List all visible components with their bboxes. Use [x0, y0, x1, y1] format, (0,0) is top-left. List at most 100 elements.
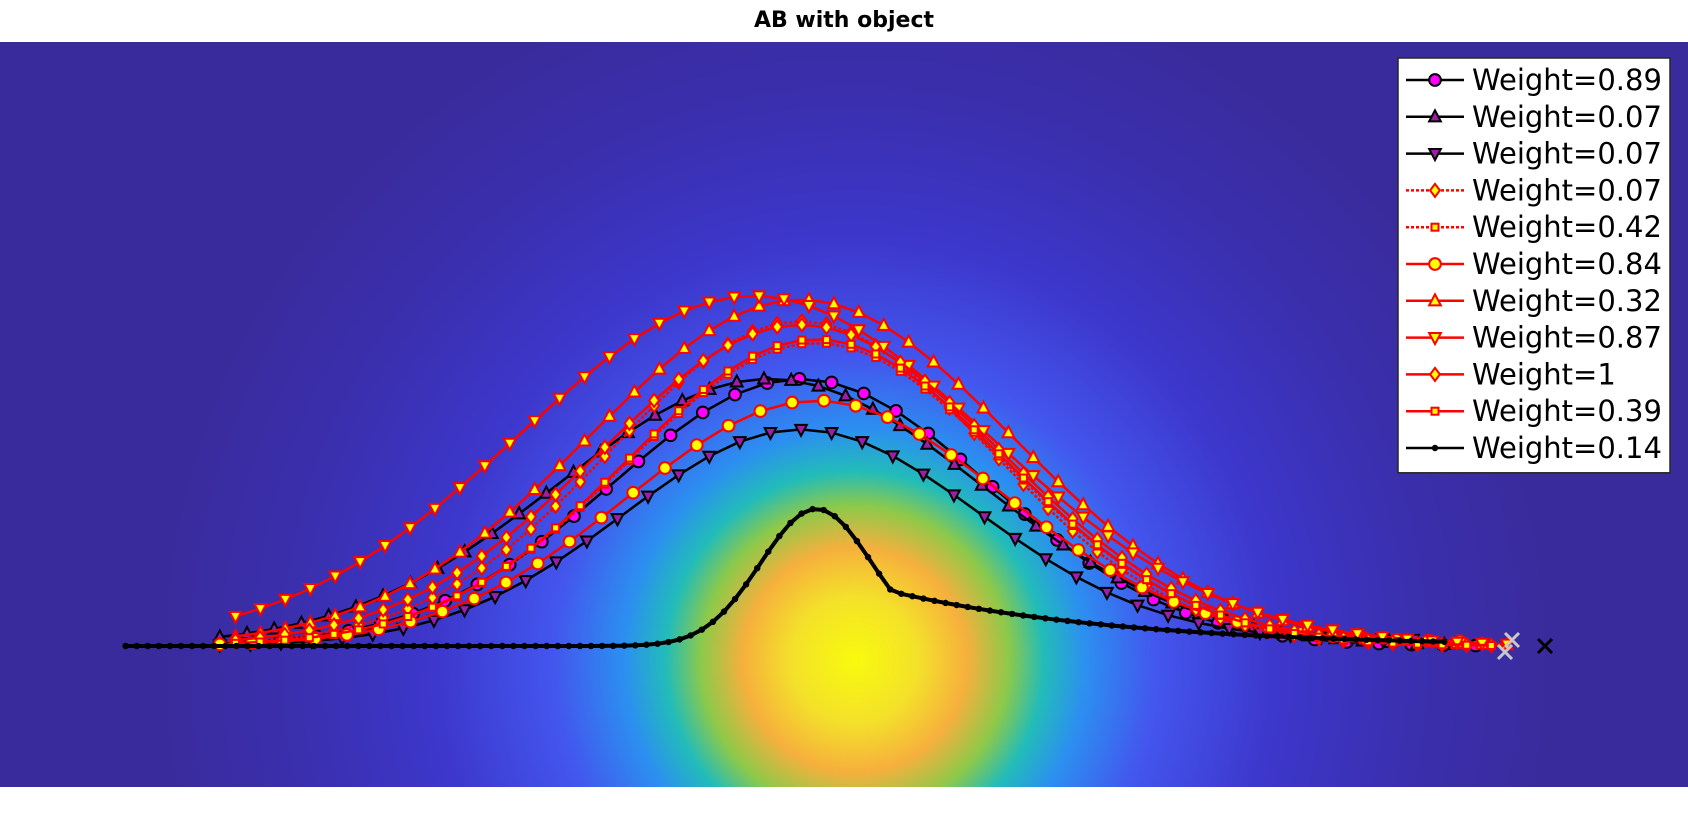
- series-11-point: [687, 632, 694, 639]
- series-3-point: [762, 426, 778, 442]
- series-11-point: [1230, 631, 1237, 638]
- end-cross-2: [1496, 643, 1514, 661]
- series-4-point: [598, 448, 611, 465]
- series-9-point: [771, 318, 784, 336]
- series-11-point: [1396, 637, 1404, 644]
- series-10-point: [674, 406, 684, 416]
- legend-label-1: Weight=0.89: [1472, 63, 1662, 97]
- series-8: [227, 290, 1515, 653]
- series-2-point: [511, 505, 527, 520]
- series-11-point: [1064, 617, 1071, 625]
- series-11-point: [1008, 610, 1016, 618]
- series-3-point: [487, 591, 503, 606]
- series-10-point: [1092, 540, 1102, 550]
- series-11-point: [443, 642, 451, 650]
- series-6-point: [848, 398, 863, 413]
- series-10-point: [403, 612, 413, 622]
- series-11-point: [122, 642, 129, 650]
- series-11-point: [1197, 629, 1204, 636]
- series-11-point: [1175, 627, 1182, 635]
- series-9-point: [746, 325, 759, 343]
- series-11-point: [499, 642, 506, 650]
- series-11-point: [233, 642, 240, 650]
- series-9-point: [697, 352, 710, 369]
- series-8-point: [826, 310, 842, 325]
- series-10-point: [1486, 640, 1496, 650]
- series-3-line: [219, 428, 1413, 647]
- series-10-point: [797, 335, 807, 345]
- series-11-point: [587, 642, 595, 650]
- series-7-point: [427, 560, 443, 575]
- series-8-point: [726, 291, 742, 306]
- series-11-point: [898, 590, 905, 597]
- legend-label-4: Weight=0.07: [1472, 173, 1662, 207]
- series-11-point: [1031, 613, 1038, 621]
- series-8-point: [302, 583, 318, 598]
- series-6-point: [721, 418, 736, 433]
- series-10-point: [920, 381, 930, 391]
- series-6-point: [817, 393, 831, 408]
- end-cross-3: [1503, 631, 1521, 649]
- series-6-point: [912, 427, 927, 441]
- series-11-point: [754, 564, 761, 572]
- series-7-point: [626, 383, 642, 398]
- series-11-point: [1352, 636, 1359, 643]
- series-6-point: [530, 556, 545, 571]
- series-11-point: [931, 597, 938, 605]
- series-6-point: [467, 591, 482, 606]
- series-1-point: [824, 375, 839, 390]
- series-1-point: [695, 405, 710, 420]
- series-11-point: [1308, 634, 1315, 642]
- series-11-point: [1019, 612, 1027, 619]
- series-10-point: [354, 625, 364, 635]
- series-3-point: [915, 468, 931, 483]
- series-3-point: [1160, 609, 1176, 624]
- series-9-point: [524, 508, 538, 525]
- series-7-point: [527, 480, 543, 496]
- series-10-point: [1043, 497, 1053, 507]
- series-6-point: [1039, 520, 1054, 535]
- series-2-point: [810, 377, 826, 392]
- series-4-point: [475, 559, 488, 577]
- series-11-point: [1407, 637, 1415, 645]
- series-7-point: [676, 339, 692, 354]
- series-11-point: [654, 640, 661, 647]
- series-10-point: [846, 339, 856, 349]
- series-9-point: [598, 439, 611, 456]
- series-10-point: [1265, 624, 1275, 634]
- series-11-point: [1086, 620, 1093, 627]
- series-8-point: [1075, 511, 1091, 526]
- series-10-point: [304, 633, 314, 643]
- series-11-point: [1130, 624, 1138, 631]
- series-10-point: [452, 591, 462, 601]
- series-11-point: [266, 642, 273, 650]
- series-7-point: [1050, 473, 1066, 488]
- series-10-point: [748, 351, 758, 361]
- series-4-line: [235, 319, 1492, 647]
- series-11-point: [199, 642, 207, 650]
- series-11-point: [1374, 636, 1381, 644]
- series-3-point: [1007, 532, 1023, 548]
- series-7-point: [477, 524, 493, 539]
- legend-marker-6: [1428, 257, 1442, 271]
- series-7-point: [552, 456, 568, 472]
- legend-box: [1397, 57, 1671, 474]
- series-10-point: [526, 543, 536, 553]
- series-1-point: [534, 534, 549, 549]
- series-11-point: [798, 510, 805, 517]
- series-11-point: [1296, 634, 1304, 641]
- series-11-point: [920, 595, 927, 602]
- series-11-point: [410, 642, 417, 650]
- series-11-point: [543, 642, 550, 650]
- series-11-point: [211, 642, 218, 650]
- legend-label-2: Weight=0.07: [1472, 100, 1662, 134]
- series-10-point: [477, 577, 487, 587]
- series-7-point: [352, 598, 368, 613]
- series-10-point: [871, 349, 881, 359]
- series-7-point: [452, 543, 468, 558]
- series-11-point: [488, 642, 495, 650]
- series-6-point: [689, 438, 704, 453]
- legend-label-9: Weight=1: [1472, 357, 1616, 391]
- series-9-point: [401, 591, 414, 608]
- chart-title: AB with object: [753, 8, 935, 33]
